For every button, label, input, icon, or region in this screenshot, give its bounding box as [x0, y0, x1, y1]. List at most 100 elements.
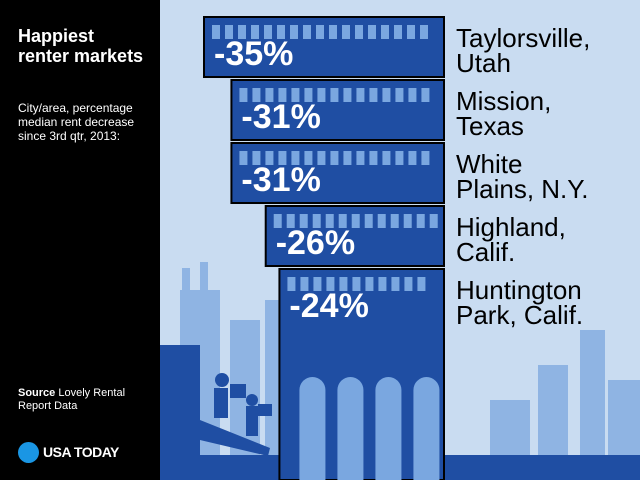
logo-text: USA TODAY	[43, 444, 119, 460]
city-label-line: Park, Calif.	[456, 300, 584, 330]
moving-box	[230, 384, 246, 398]
window	[356, 151, 365, 165]
bars-layer: -35% -31% -31% -26% -24%	[203, 16, 446, 480]
arched-door	[337, 377, 364, 480]
sidebar: Happiest renter markets City/area, perce…	[0, 0, 160, 480]
bar: -26%	[264, 205, 446, 267]
window	[369, 151, 378, 165]
city-label-line: White	[456, 149, 523, 179]
window	[390, 214, 399, 228]
window	[421, 151, 430, 165]
window	[378, 277, 387, 291]
window	[382, 88, 391, 102]
window	[287, 277, 296, 291]
mover-head	[215, 373, 229, 387]
window	[338, 214, 347, 228]
truck-body	[160, 345, 200, 455]
mover-body	[246, 406, 258, 436]
chart-area: -35% -31% -31% -26% -24%	[160, 0, 640, 480]
bar: -31%	[230, 142, 445, 204]
city-label: Taylorsville, Utah	[456, 23, 640, 78]
window	[251, 25, 259, 39]
window	[278, 151, 287, 165]
window	[391, 277, 400, 291]
moving-box	[258, 404, 272, 416]
window	[330, 151, 339, 165]
window	[291, 88, 300, 102]
window	[277, 25, 285, 39]
window	[408, 88, 417, 102]
city-label-line: Mission,	[456, 86, 552, 116]
city-label-line: Utah	[456, 48, 511, 78]
city-label: Huntington Park, Calif.	[456, 275, 640, 330]
window	[239, 151, 248, 165]
window	[329, 25, 337, 39]
window	[252, 151, 261, 165]
window	[395, 151, 404, 165]
window	[381, 25, 389, 39]
window	[304, 88, 313, 102]
city-label-line: Highland,	[456, 212, 566, 242]
mover-body	[214, 388, 228, 418]
window	[342, 25, 350, 39]
window	[420, 25, 428, 39]
window	[382, 151, 391, 165]
window	[286, 214, 295, 228]
window	[252, 88, 261, 102]
window	[343, 88, 352, 102]
window	[369, 88, 378, 102]
mover-head	[246, 394, 258, 406]
bar-value-label: -24%	[289, 287, 368, 325]
window	[326, 277, 335, 291]
window	[408, 151, 417, 165]
bar: -35%	[203, 16, 445, 78]
window	[330, 88, 339, 102]
window	[394, 25, 402, 39]
window	[304, 151, 313, 165]
window	[264, 25, 272, 39]
window	[395, 88, 404, 102]
window	[212, 25, 220, 39]
window	[313, 277, 322, 291]
bar-value-label: -31%	[241, 161, 320, 199]
window	[290, 25, 298, 39]
arched-door	[299, 377, 326, 480]
window	[429, 214, 438, 228]
window	[299, 214, 308, 228]
window	[325, 214, 334, 228]
bar: -31%	[230, 79, 445, 141]
source-note: Source Lovely Rental Report Data	[18, 387, 158, 413]
arched-door	[375, 377, 402, 480]
window	[265, 151, 274, 165]
window	[417, 277, 426, 291]
bar-value-label: -26%	[276, 224, 355, 262]
window	[317, 151, 326, 165]
window	[404, 277, 413, 291]
chimney	[182, 268, 190, 298]
source-label: Source	[18, 387, 56, 399]
window	[403, 214, 412, 228]
source-text: Lovely Rental Report Data	[18, 387, 126, 412]
window	[291, 151, 300, 165]
window	[377, 214, 386, 228]
bar: -24%	[278, 268, 445, 480]
window	[339, 277, 348, 291]
city-label: Mission, Texas	[456, 86, 640, 141]
window	[352, 277, 361, 291]
window	[364, 214, 373, 228]
city-label-line: Taylorsville,	[456, 23, 591, 53]
truck-ramp	[200, 420, 270, 456]
city-label-line: Texas	[456, 111, 524, 141]
window	[317, 88, 326, 102]
bar-value-label: -35%	[214, 35, 293, 73]
arched-door	[413, 377, 440, 480]
window	[356, 88, 365, 102]
window	[238, 25, 246, 39]
city-label: Highland, Calif.	[456, 212, 640, 267]
window	[265, 88, 274, 102]
window	[312, 214, 321, 228]
city-label-line: Calif.	[456, 237, 516, 267]
city-label-line: Huntington	[456, 275, 582, 305]
window	[225, 25, 233, 39]
bar-chart: -35% -31% -31% -26% -24%	[160, 16, 640, 480]
